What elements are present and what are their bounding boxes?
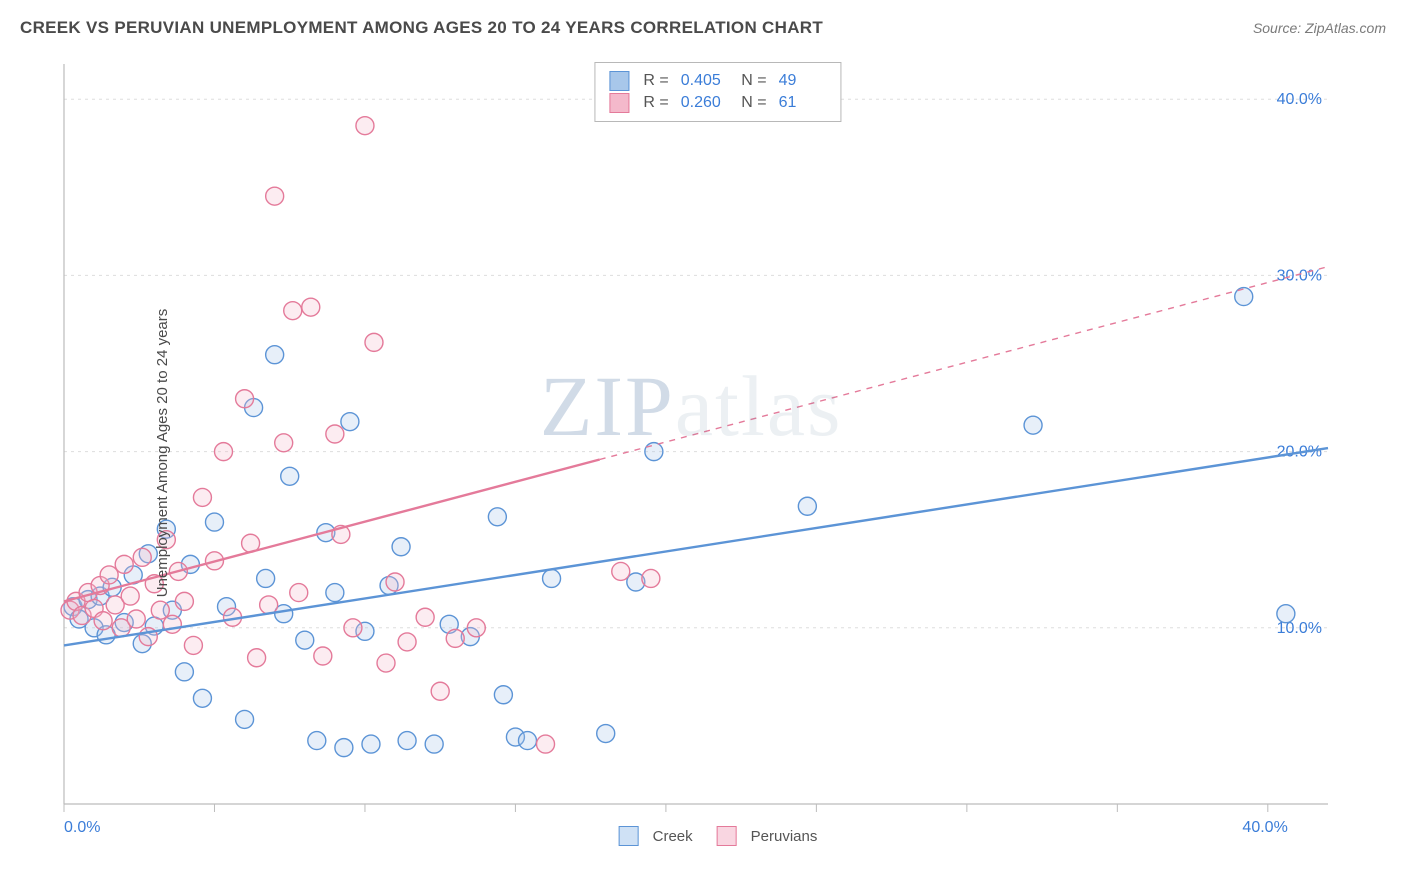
legend-row-creek: R = 0.405 N = 49 [609, 71, 826, 91]
svg-text:40.0%: 40.0% [1277, 91, 1322, 108]
svg-text:30.0%: 30.0% [1277, 267, 1322, 284]
legend-row-peruvians: R = 0.260 N = 61 [609, 93, 826, 113]
chart-area: Unemployment Among Ages 20 to 24 years 1… [48, 58, 1388, 848]
chart-header: CREEK VS PERUVIAN UNEMPLOYMENT AMONG AGE… [20, 18, 1386, 38]
swatch-peruvians [609, 93, 629, 113]
swatch-creek-icon [619, 826, 639, 846]
swatch-peruvians-icon [717, 826, 737, 846]
chart-title: CREEK VS PERUVIAN UNEMPLOYMENT AMONG AGE… [20, 18, 823, 38]
peruvians-r-value: 0.260 [681, 94, 729, 112]
swatch-creek [609, 71, 629, 91]
y-axis-label: Unemployment Among Ages 20 to 24 years [154, 309, 171, 598]
legend-item-creek: Creek [619, 826, 693, 846]
correlation-legend: R = 0.405 N = 49 R = 0.260 N = 61 [594, 62, 841, 122]
peruvians-n-value: 61 [779, 94, 827, 112]
creek-n-value: 49 [779, 72, 827, 90]
legend-item-peruvians: Peruvians [717, 826, 818, 846]
series-legend: Creek Peruvians [619, 826, 818, 846]
source-label: Source: ZipAtlas.com [1253, 20, 1386, 36]
creek-r-value: 0.405 [681, 72, 729, 90]
scatter-plot-svg: 10.0%20.0%30.0%40.0%0.0%40.0% [48, 58, 1388, 848]
svg-text:0.0%: 0.0% [64, 819, 100, 836]
svg-text:40.0%: 40.0% [1242, 819, 1287, 836]
